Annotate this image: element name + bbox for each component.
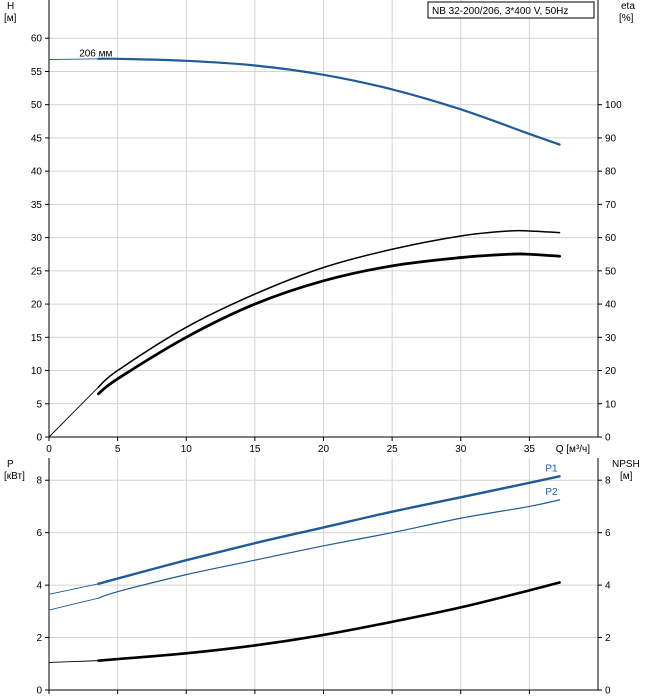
x-axis-label: Q [м³/ч] xyxy=(556,444,591,455)
y-tick-label-left: 0 xyxy=(36,686,42,697)
y-tick-label-left: 8 xyxy=(36,476,42,487)
y-tick-label-right: 100 xyxy=(605,100,622,111)
series-line-lead xyxy=(48,386,99,438)
x-tick-label: 15 xyxy=(249,444,261,455)
y-tick-label-right: 60 xyxy=(605,233,617,244)
y-tick-label-right: 6 xyxy=(605,528,611,539)
series-label: P1 xyxy=(545,463,558,474)
y-tick-label-right: 90 xyxy=(605,133,617,144)
y-tick-label-left: 45 xyxy=(31,133,43,144)
y-tick-label-left: 6 xyxy=(36,528,42,539)
y-tick-label-left: 35 xyxy=(31,200,43,211)
y-tick-label-left: 2 xyxy=(36,633,42,644)
y-tick-label-left: 15 xyxy=(31,333,43,344)
series-line xyxy=(97,499,561,599)
y-tick-label-right: 50 xyxy=(605,266,617,277)
y-tick-label-right: 20 xyxy=(605,366,617,377)
series-line xyxy=(97,57,561,146)
x-tick-label: 5 xyxy=(115,444,121,455)
x-tick-label: 10 xyxy=(181,444,193,455)
series-label: P2 xyxy=(545,487,558,498)
series-line-lead xyxy=(48,660,99,663)
series-line xyxy=(97,229,561,388)
y-tick-label-left: 60 xyxy=(31,34,43,45)
y-tick-label-right: 8 xyxy=(605,476,611,487)
y-tick-label-right: 0 xyxy=(605,686,611,697)
y-tick-label-left: 0 xyxy=(36,433,42,444)
chart-title-box xyxy=(427,1,595,19)
y-tick-label-left: 4 xyxy=(36,581,42,592)
y-tick-label-right: 4 xyxy=(605,581,611,592)
y-tick-label-left: 10 xyxy=(31,366,43,377)
y-tick-label-left: 40 xyxy=(31,167,43,178)
y-tick-label-right: 10 xyxy=(605,399,617,410)
y-tick-label-right: 0 xyxy=(605,433,611,444)
head-efficiency-panel: 0510152025303540455055600102030405060708… xyxy=(4,0,635,455)
y-tick-label-left: 55 xyxy=(31,67,43,78)
y-axis-label-right: NPSH xyxy=(612,459,640,470)
series-line xyxy=(97,252,561,396)
y-axis-unit-right: [%] xyxy=(619,13,634,24)
y-axis-unit-right: [м] xyxy=(620,471,633,482)
x-tick-label: 0 xyxy=(46,444,52,455)
y-axis-unit-left: [м] xyxy=(4,13,17,24)
series-line-lead xyxy=(48,583,99,595)
y-axis-label-left: H xyxy=(7,1,14,12)
y-tick-label-right: 2 xyxy=(605,633,611,644)
y-tick-label-left: 5 xyxy=(36,399,42,410)
x-tick-label: 20 xyxy=(318,444,330,455)
y-tick-label-left: 30 xyxy=(31,233,43,244)
y-tick-label-right: 70 xyxy=(605,200,617,211)
y-tick-label-right: 40 xyxy=(605,300,617,311)
power-npsh-panel: 0 2 4 6 8 0 2 4 6 8 P[кВт] NPSH[м] P1 P2 xyxy=(4,458,640,697)
y-tick-label-left: 50 xyxy=(31,100,43,111)
series-line-lead xyxy=(48,58,99,60)
y-axis-label-right: eta xyxy=(621,1,635,12)
y-axis-unit-left: [кВт] xyxy=(4,471,25,482)
series-line xyxy=(97,475,561,585)
chart-title: NB 32-200/206, 3*400 V, 50Hz xyxy=(432,6,568,17)
y-tick-label-right: 80 xyxy=(605,167,617,178)
x-tick-label: 35 xyxy=(524,444,536,455)
y-axis-label-left: P xyxy=(7,459,14,470)
series-line-lead xyxy=(48,597,99,611)
curve-label: 206 мм xyxy=(79,48,112,59)
y-tick-label-right: 30 xyxy=(605,333,617,344)
y-tick-label-left: 25 xyxy=(31,266,43,277)
series-line xyxy=(97,581,561,662)
y-tick-label-left: 20 xyxy=(31,300,43,311)
x-tick-label: 30 xyxy=(455,444,467,455)
x-tick-label: 25 xyxy=(387,444,399,455)
